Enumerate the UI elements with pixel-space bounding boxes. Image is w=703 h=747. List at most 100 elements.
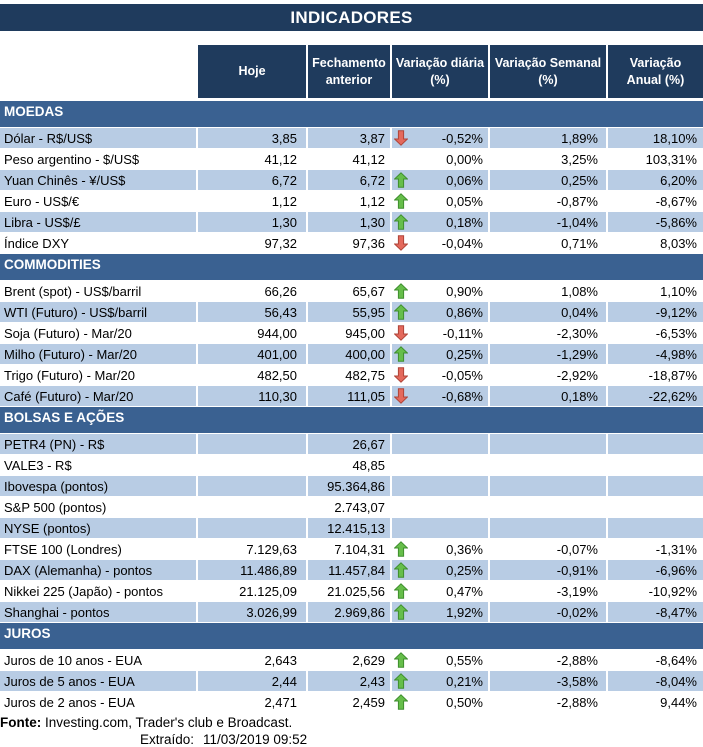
cell-variacao-anual: 6,20%: [608, 170, 703, 190]
source-label: Fonte:: [0, 715, 42, 730]
cell-fechamento-anterior: 2,43: [308, 671, 390, 691]
row-label: Milho (Futuro) - Mar/20: [0, 344, 196, 364]
table-row: Shanghai - pontos 3.026,99 2.969,86 1,92…: [0, 602, 703, 622]
variacao-diaria-value: 0,18%: [446, 214, 483, 230]
table-row: Juros de 2 anos - EUA 2,471 2,459 0,50% …: [0, 692, 703, 712]
cell-variacao-anual: -9,12%: [608, 302, 703, 322]
cell-variacao-anual: -10,92%: [648, 583, 697, 599]
variacao-diaria-value: 0,86%: [446, 304, 483, 320]
table-row: VALE3 - R$ 48,85: [0, 455, 703, 475]
cell-variacao-semanal: -3,19%: [556, 583, 598, 599]
cell-variacao-semanal: -0,02%: [490, 602, 606, 622]
footer: Fonte: Investing.com, Trader's club e Br…: [0, 715, 703, 747]
arrow-up-icon: [394, 604, 409, 621]
row-label: Peso argentino - $/US$: [4, 151, 140, 167]
cell-variacao-semanal: 1,08%: [561, 283, 598, 299]
arrow-down-icon: [394, 367, 409, 384]
cell-variacao-semanal: 1,89%: [490, 128, 606, 148]
cell-hoje: 2,44: [198, 671, 306, 691]
variacao-diaria-value: 0,05%: [446, 193, 483, 209]
arrow-down-icon: [394, 235, 409, 252]
cell-hoje: 11.486,89: [198, 560, 306, 580]
arrow-up-icon: [394, 562, 409, 579]
cell-fechamento-anterior: 55,95: [308, 302, 390, 322]
cell-hoje: [198, 476, 306, 496]
variacao-diaria-value: 0,25%: [446, 346, 483, 362]
cell-fechamento-anterior: 21.025,56: [327, 583, 385, 599]
cell-hoje: 482,50: [257, 367, 297, 383]
table-row: WTI (Futuro) - US$/barril 56,43 55,95 0,…: [0, 302, 703, 322]
no-arrow-icon: [394, 151, 409, 168]
variacao-diaria-value: 0,50%: [446, 694, 483, 710]
row-label: WTI (Futuro) - US$/barril: [0, 302, 196, 322]
cell-variacao-semanal: -2,88%: [556, 652, 598, 668]
row-label: Ibovespa (pontos): [0, 476, 196, 496]
cell-variacao-anual: 9,44%: [660, 694, 697, 710]
cell-variacao-semanal: [490, 455, 606, 475]
cell-fechamento-anterior: 41,12: [352, 151, 385, 167]
cell-hoje: 66,26: [264, 283, 297, 299]
section-rows: Juros de 10 anos - EUA 2,643 2,629 0,55%…: [0, 650, 703, 712]
cell-fechamento-anterior: 482,75: [345, 367, 385, 383]
cell-hoje: [198, 455, 306, 475]
cell-fechamento-anterior: 7.104,31: [334, 541, 385, 557]
cell-variacao-semanal: [490, 476, 606, 496]
cell-fechamento-anterior: 1,30: [308, 212, 390, 232]
cell-variacao-anual: [608, 476, 703, 496]
section-rows: Brent (spot) - US$/barril 66,26 65,67 0,…: [0, 281, 703, 406]
cell-variacao-diaria: 0,55%: [392, 650, 488, 670]
cell-fechamento-anterior: 26,67: [308, 434, 390, 454]
cell-variacao-diaria: 0,00%: [392, 149, 488, 169]
cell-fechamento-anterior: 111,05: [308, 386, 390, 406]
arrow-up-icon: [394, 283, 409, 300]
table-row: Euro - US$/€ 1,12 1,12 0,05% -0,87% -8,6…: [0, 191, 703, 211]
cell-variacao-semanal: 0,25%: [490, 170, 606, 190]
row-label: Yuan Chinês - ¥/US$: [0, 170, 196, 190]
header-spacer: [0, 45, 196, 98]
cell-variacao-semanal: -3,58%: [490, 671, 606, 691]
page-title: INDICADORES: [0, 4, 703, 31]
column-header-fechamento-anterior: Fechamento anterior: [308, 45, 390, 98]
cell-variacao-anual: 103,31%: [645, 151, 697, 167]
section-rows: PETR4 (PN) - R$ 26,67 VALE3 - R$ 48,85 I…: [0, 434, 703, 622]
cell-variacao-anual: -5,86%: [608, 212, 703, 232]
cell-variacao-anual: 18,10%: [608, 128, 703, 148]
row-label: Nikkei 225 (Japão) - pontos: [4, 583, 163, 599]
arrow-up-icon: [394, 652, 409, 669]
arrow-up-icon: [394, 304, 409, 321]
cell-variacao-diaria: 0,47%: [392, 581, 488, 601]
section-rows: Dólar - R$/US$ 3,85 3,87 -0,52% 1,89% 18…: [0, 128, 703, 253]
cell-variacao-semanal: -1,29%: [490, 344, 606, 364]
cell-hoje: 6,72: [198, 170, 306, 190]
cell-variacao-diaria: [392, 455, 488, 475]
variacao-diaria-value: 0,90%: [446, 283, 483, 299]
cell-variacao-anual: -18,87%: [648, 367, 697, 383]
table-row: Índice DXY 97,32 97,36 -0,04% 0,71% 8,03…: [0, 233, 703, 253]
source-line: Fonte: Investing.com, Trader's club e Br…: [0, 715, 703, 731]
cell-hoje: 97,32: [264, 235, 297, 251]
table-row: Nikkei 225 (Japão) - pontos 21.125,09 21…: [0, 581, 703, 601]
cell-hoje: 944,00: [257, 325, 297, 341]
variacao-diaria-value: 0,36%: [446, 541, 483, 557]
cell-fechamento-anterior: 6,72: [308, 170, 390, 190]
cell-fechamento-anterior: 11.457,84: [308, 560, 390, 580]
table-row: NYSE (pontos) 12.415,13: [0, 518, 703, 538]
cell-variacao-anual: 8,03%: [660, 235, 697, 251]
cell-variacao-semanal: 0,71%: [561, 235, 598, 251]
column-header-variacao-semanal: Variação Semanal (%): [490, 45, 606, 98]
arrow-up-icon: [394, 346, 409, 363]
cell-hoje: 56,43: [198, 302, 306, 322]
cell-variacao-diaria: 0,18%: [392, 212, 488, 232]
column-header-variacao-diaria: Variação diária (%): [392, 45, 488, 98]
cell-fechamento-anterior: 3,87: [308, 128, 390, 148]
arrow-up-icon: [394, 673, 409, 690]
cell-fechamento-anterior: 400,00: [308, 344, 390, 364]
cell-variacao-diaria: -0,68%: [392, 386, 488, 406]
extracted-label: Extraído:: [140, 731, 195, 747]
variacao-diaria-value: 0,55%: [446, 652, 483, 668]
cell-hoje: 3.026,99: [198, 602, 306, 622]
table-row: Juros de 5 anos - EUA 2,44 2,43 0,21% -3…: [0, 671, 703, 691]
no-arrow-icon: [394, 457, 409, 474]
table-section: JUROS Juros de 10 anos - EUA 2,643 2,629…: [0, 623, 703, 712]
table-row: Brent (spot) - US$/barril 66,26 65,67 0,…: [0, 281, 703, 301]
